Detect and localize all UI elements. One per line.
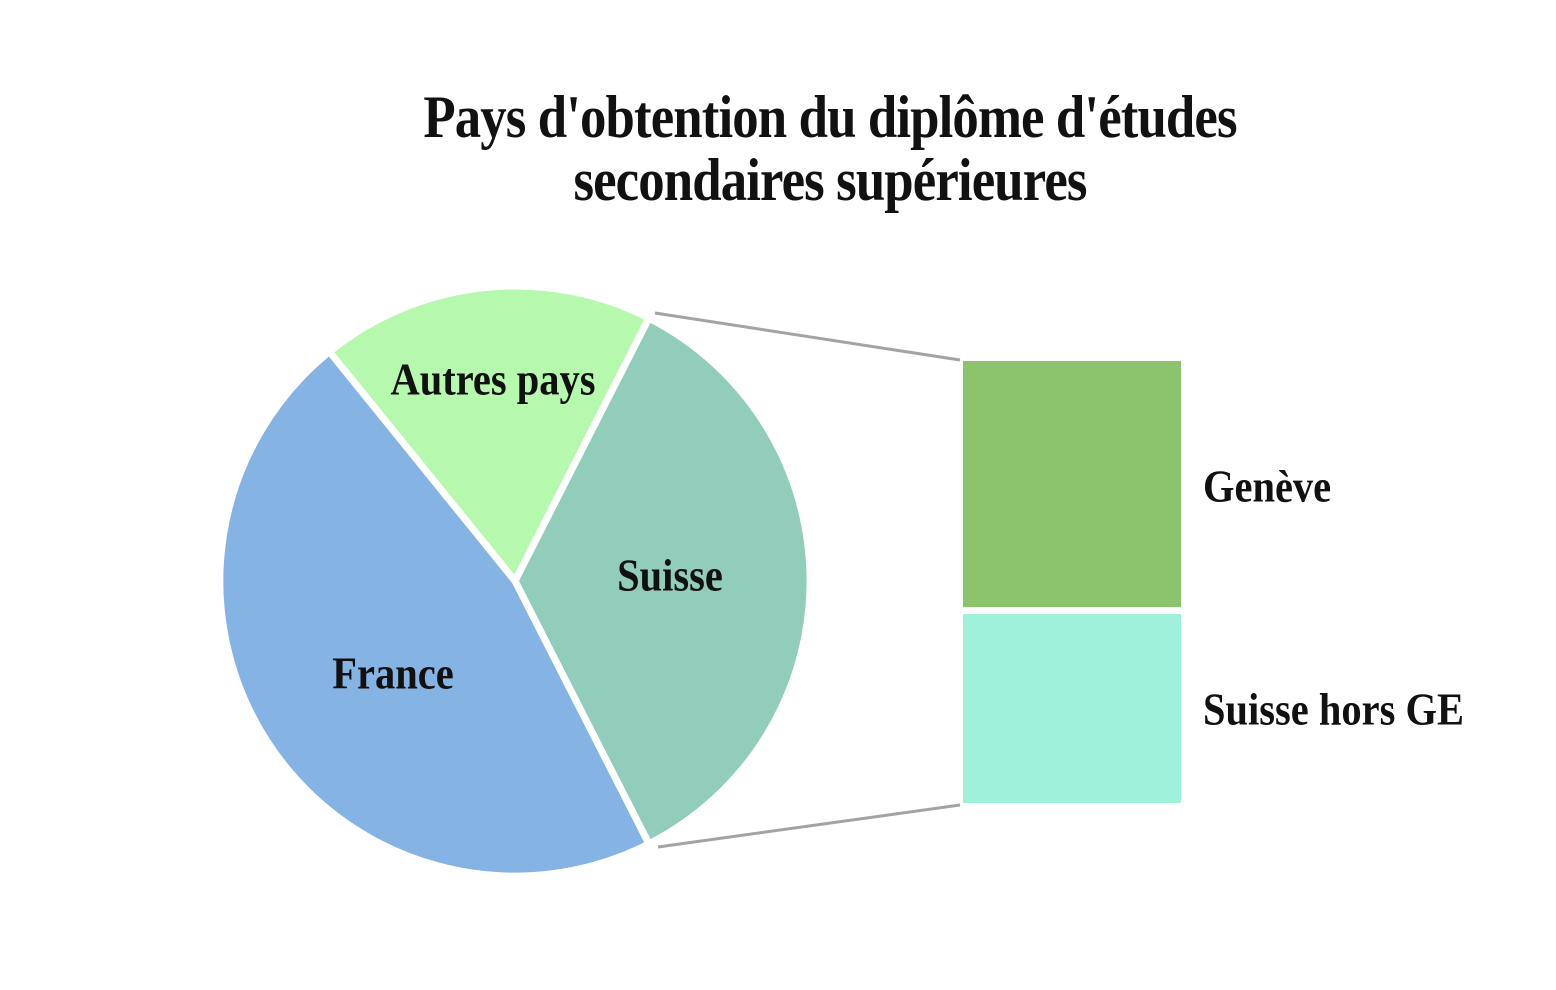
connector-line-bottom (657, 803, 961, 849)
slice-label-france: France (332, 647, 454, 699)
pie-slice-autres-pays (325, 282, 653, 585)
bar-label-geneve: Genève (1203, 460, 1332, 512)
bar-segment-geneve (963, 361, 1181, 607)
chart-title-line-2: secondaires supérieures (573, 147, 1087, 213)
chart-title-line-1: Pays d'obtention du diplôme d'études (423, 84, 1237, 150)
connector-line-top (654, 311, 961, 362)
chart-title: Pays d'obtention du diplôme d'études sec… (399, 86, 1261, 212)
slice-label-autres-pays: Autres pays (390, 353, 596, 405)
pie-slice-suisse (511, 314, 814, 848)
slice-label-suisse: Suisse (617, 549, 723, 601)
bar-label-suisse-hors-ge: Suisse hors GE (1203, 683, 1464, 735)
bar-segment-suisse-hors-ge (963, 614, 1181, 803)
pie-slice-france (216, 348, 653, 880)
